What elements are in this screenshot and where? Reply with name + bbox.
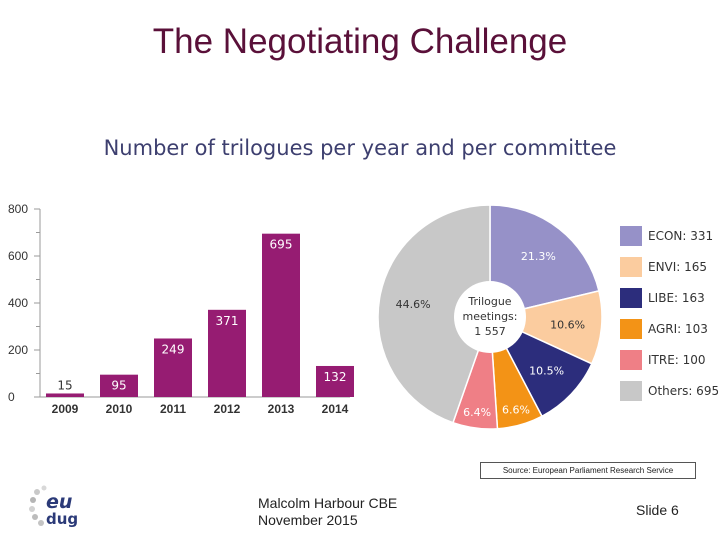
pie-center-label: Trilogue [467,295,511,308]
legend-label: LIBE: 163 [648,291,705,305]
x-tick-label: 2012 [214,402,241,416]
x-tick-label: 2010 [106,402,133,416]
bar-2013 [262,233,300,397]
source-note: Source: European Parliament Research Ser… [480,462,696,479]
presenter-name: Malcolm Harbour CBE [258,495,398,511]
legend-swatch [620,381,642,401]
pie-percent-label: 6.6% [502,403,530,416]
figure: 0 200 400 600 800 2009 15 2010 95 2011 249 2012 371 2… [8,202,719,430]
bar-2014 [316,365,354,397]
slide-title: The Negotiating Challenge [152,22,568,61]
pie-percent-label: 44.6% [396,298,431,311]
legend-swatch [620,350,642,370]
presenter-info: Malcolm Harbour CBE November 2015 [258,495,397,529]
bar-data-label: 695 [270,238,293,252]
pie-slice-envi [487,290,603,365]
slide-number: Slide 6 [636,502,679,518]
pie-center-hole [454,281,526,353]
pie-percent-label: 6.4% [463,406,491,419]
legend-swatch [620,226,642,246]
bar-data-label: 371 [216,314,239,328]
bar-data-label: 249 [162,342,185,356]
bar-data-label: 15 [57,378,72,392]
bar-2011 [154,338,192,397]
legend-label: Others: 695 [648,384,719,398]
y-tick-label: 0 [8,390,15,404]
presenter-date: November 2015 [258,512,358,528]
bar-2009 [46,393,84,397]
legend-swatch [620,288,642,308]
legend-label: ENVI: 165 [648,260,707,274]
pie-center-label: 1 557 [474,325,506,338]
pie-percent-label: 10.5% [529,365,564,378]
bar-chart: 0 200 400 600 800 2009 15 2010 95 2011 249 2012 371 2… [8,202,354,416]
pie-chart: 21.3% 10.6% 10.5% 6.6% 6.4% 44.6% Trilogue meet… [377,204,603,430]
bar-2012 [208,309,246,397]
y-tick-label: 600 [8,249,28,263]
legend-label: ECON: 331 [648,229,713,243]
logo-text-bottom: dug [46,510,78,528]
bar-2010 [100,374,138,397]
logo-graphic: eu dug [29,485,78,528]
pie-percent-label: 10.6% [550,319,585,332]
y-tick-label: 800 [8,202,28,216]
eudug-logo: eu dug [28,482,88,532]
pie-center-label: meetings: [462,310,517,323]
y-tick-label: 400 [8,296,28,310]
y-tick-label: 200 [8,343,28,357]
bar-data-label: 95 [111,379,126,393]
logo-text-top: eu [46,491,72,513]
legend-label: AGRI: 103 [648,322,708,336]
chart-title: Number of trilogues per year and per com… [103,136,617,160]
legend-swatch [620,257,642,277]
x-tick-label: 2013 [268,402,295,416]
x-tick-label: 2014 [322,402,349,416]
pie-slice-econ [489,204,600,318]
pie-percent-label: 21.3% [521,250,556,263]
legend-swatch [620,319,642,339]
x-tick-label: 2009 [52,402,79,416]
pie-slice-others [377,204,491,424]
pie-legend: ECON: 331 ENVI: 165 LIBE: 163 AGRI: 103 ITRE… [620,226,719,401]
bar-data-label: 132 [324,370,347,384]
legend-label: ITRE: 100 [648,353,706,367]
x-tick-label: 2011 [160,402,186,416]
